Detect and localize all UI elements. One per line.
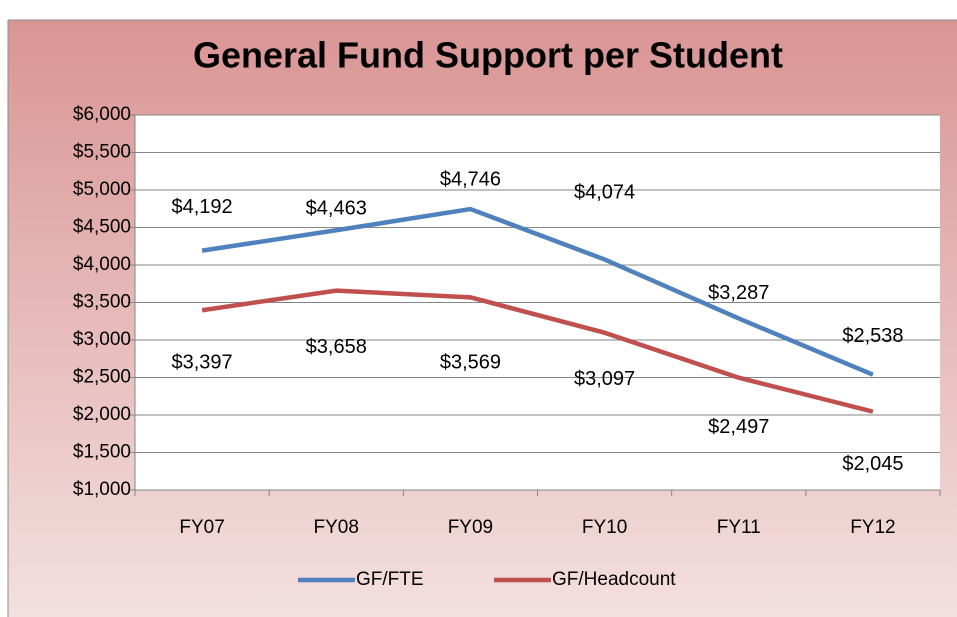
series-line [201,206,874,377]
x-tick-label: FY12 [850,517,895,538]
data-label: $3,287 [708,282,769,304]
y-tick-label: $4,500 [73,217,131,238]
data-label: $2,045 [842,453,903,475]
legend-label: GF/Headcount [552,569,676,590]
y-tick-label: $5,000 [73,179,131,200]
y-tick-label: $5,500 [73,142,131,163]
series-line [201,288,874,414]
y-tick-label: $4,000 [73,254,131,275]
data-label: $3,397 [171,352,232,374]
x-tick-label: FY09 [448,517,493,538]
y-tick-label: $3,500 [73,292,131,313]
data-label: $3,658 [306,336,367,358]
x-tick-label: FY07 [179,517,224,538]
data-label: $2,497 [708,416,769,438]
data-label: $4,463 [306,198,367,220]
data-label: $4,746 [440,168,501,190]
x-tick-label: FY10 [582,517,627,538]
data-label: $4,192 [171,196,232,218]
y-tick-label: $6,000 [73,104,131,125]
x-tick-label: FY11 [717,517,761,538]
x-tick-label: FY08 [314,517,359,538]
y-tick-label: $2,000 [73,404,131,425]
y-tick-label: $3,000 [73,329,131,350]
y-tick-label: $1,000 [73,479,131,500]
data-label: $4,074 [574,182,635,204]
data-label: $2,538 [842,325,903,347]
chart-title: General Fund Support per Student [193,35,783,76]
data-label: $3,097 [574,368,635,390]
legend-label: GF/FTE [356,569,424,590]
data-label: $3,569 [440,352,501,374]
y-tick-label: $1,500 [73,442,131,463]
y-tick-label: $2,500 [73,367,131,388]
